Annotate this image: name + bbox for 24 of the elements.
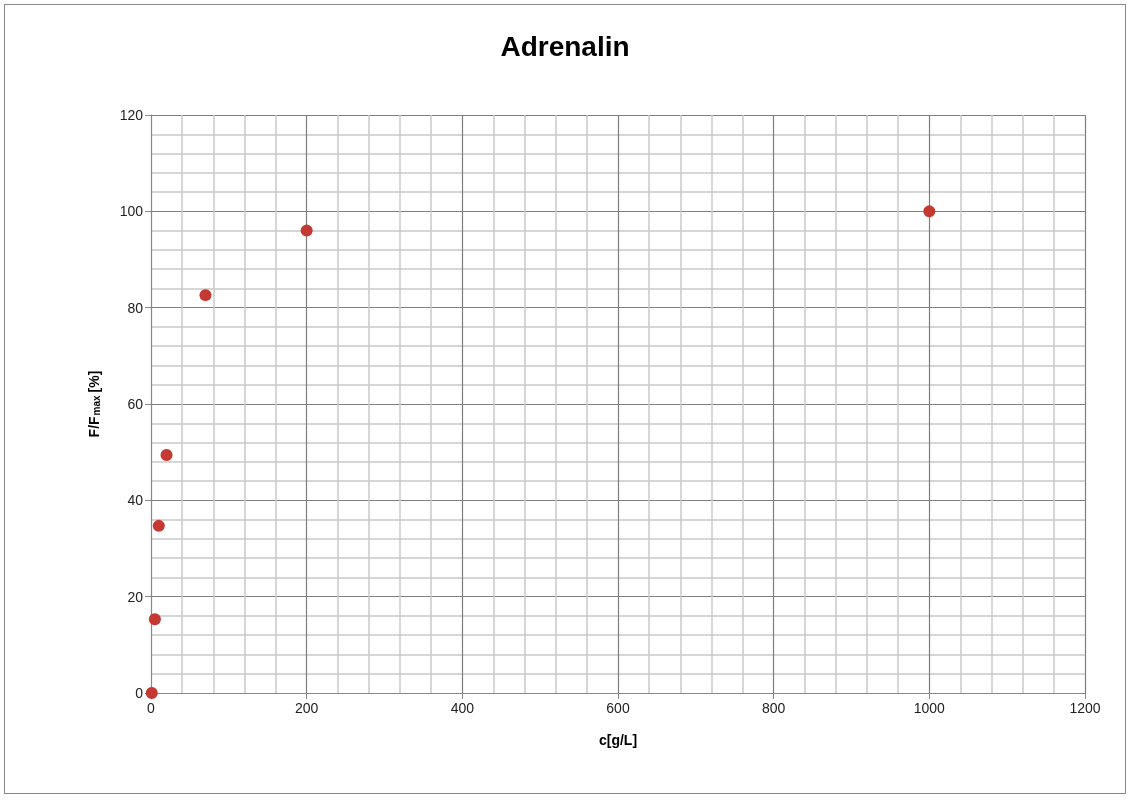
- point: [145, 687, 158, 699]
- chart-title: Adrenalin: [500, 30, 630, 62]
- y-tick-label: 0: [135, 685, 144, 701]
- x-tick-label: 400: [450, 700, 475, 716]
- point: [199, 289, 212, 302]
- point: [160, 449, 173, 462]
- y-tick-label: 80: [127, 299, 144, 316]
- y-tick-label: 120: [119, 107, 144, 123]
- y-tick-label: 100: [119, 203, 144, 220]
- x-axis-title: c[g/L]: [598, 732, 638, 748]
- y-tick-label: 20: [127, 588, 144, 605]
- y-tick-label: 60: [127, 396, 144, 412]
- x-tick-label: 0: [147, 700, 156, 716]
- point: [923, 205, 936, 218]
- point: [148, 613, 161, 626]
- x-tick-label: 800: [761, 700, 786, 716]
- x-tick-label: 1000: [913, 700, 946, 716]
- x-tick-label: 200: [294, 700, 319, 716]
- point: [152, 519, 165, 532]
- x-tick-label: 600: [606, 700, 630, 716]
- y-axis-title: F/Fmax[%]: [86, 370, 102, 438]
- x-tick-label: 1200: [1069, 700, 1101, 716]
- point: [300, 224, 313, 237]
- y-tick-label: 40: [127, 492, 144, 509]
